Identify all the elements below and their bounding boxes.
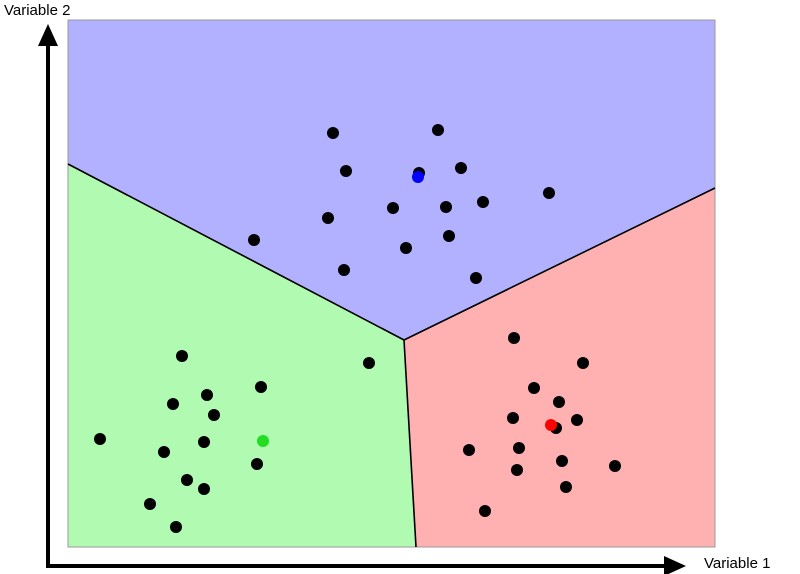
y-axis-arrowhead (38, 24, 58, 46)
x-axis-label: Variable 1 (704, 555, 770, 572)
data-point (477, 196, 489, 208)
data-point (577, 357, 589, 369)
data-points (94, 124, 621, 533)
centroid-top (412, 171, 424, 183)
data-point (181, 474, 193, 486)
data-point (507, 412, 519, 424)
data-point (609, 460, 621, 472)
data-point (167, 398, 179, 410)
data-point (255, 381, 267, 393)
boundary-vertical (403, 339, 417, 548)
boundary-left-top (67, 163, 405, 341)
data-point (208, 409, 220, 421)
data-point (455, 162, 467, 174)
data-point (543, 187, 555, 199)
data-point (198, 436, 210, 448)
data-point (158, 446, 170, 458)
data-point (387, 202, 399, 214)
data-point (560, 481, 572, 493)
y-axis-label: Variable 2 (4, 2, 70, 19)
data-point (432, 124, 444, 136)
data-point (201, 389, 213, 401)
cluster-region-top (68, 20, 715, 340)
data-point (400, 242, 412, 254)
data-point (363, 357, 375, 369)
data-point (528, 382, 540, 394)
centroid-right (545, 419, 557, 431)
cluster-region-right (404, 188, 715, 547)
data-point (470, 272, 482, 284)
data-point (440, 201, 452, 213)
data-point (338, 264, 350, 276)
data-point (513, 442, 525, 454)
plot-frame (67, 19, 716, 548)
data-point (176, 350, 188, 362)
data-point (322, 212, 334, 224)
data-point (248, 234, 260, 246)
data-point (94, 433, 106, 445)
data-point (198, 483, 210, 495)
data-point (443, 230, 455, 242)
data-point (463, 444, 475, 456)
data-point (511, 464, 523, 476)
boundary-right-top (403, 187, 716, 341)
data-point (553, 396, 565, 408)
x-axis-arrowhead (664, 556, 686, 574)
data-point (327, 127, 339, 139)
data-point (556, 455, 568, 467)
data-point (479, 505, 491, 517)
data-point (571, 414, 583, 426)
data-point (340, 165, 352, 177)
data-point (170, 521, 182, 533)
data-point (251, 458, 263, 470)
cluster-region-left (68, 164, 416, 547)
centroid-left (257, 435, 269, 447)
data-point (144, 498, 156, 510)
data-point (508, 332, 520, 344)
